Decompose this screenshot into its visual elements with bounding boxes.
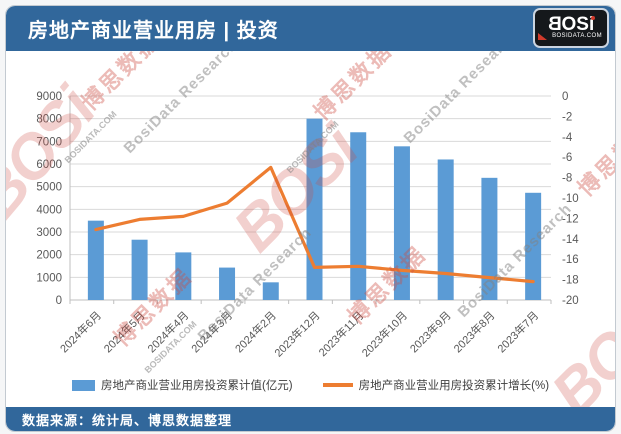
right-axis-label: -18: [562, 275, 579, 287]
logo-domain-text: BOSIDATA.COM: [552, 33, 602, 39]
right-axis-label: -12: [562, 213, 579, 225]
right-axis-label: -20: [562, 295, 579, 307]
right-axis-label: -14: [562, 234, 579, 246]
x-axis-category-label: 2023年10月: [359, 308, 410, 359]
right-axis-label: -8: [562, 173, 572, 185]
left-axis-label: 9000: [36, 91, 62, 103]
right-axis-label: -6: [562, 152, 572, 164]
trend-line: [94, 165, 535, 284]
right-axis-label: -4: [562, 132, 573, 144]
logo-mirrored-b: B: [547, 14, 562, 35]
x-axis-category-label: 2023年9月: [407, 308, 454, 355]
chart-canvas: 0 1000 2000 3000 4000 5000 6000 7000 8000 9000 0 -2…: [36, 91, 579, 360]
header-bar: 房地产商业营业用房 | 投资 BOSi BOSIDATA.COM: [6, 6, 615, 51]
bar: [306, 118, 323, 301]
left-axis-label: 0: [56, 295, 62, 307]
footer-bar: 数据来源：统计局、博思数据整理: [6, 407, 615, 431]
right-axis-label: -16: [562, 254, 579, 266]
page-title: 房地产商业营业用房 | 投资: [28, 20, 279, 42]
x-axis-category-label: 2024年6月: [57, 308, 104, 355]
x-axis-category-label: 2024年2月: [232, 308, 279, 355]
x-axis-category-label: 2023年11月: [316, 308, 367, 359]
left-axis-label: 4000: [36, 204, 62, 216]
x-axis-category-label: 2024年4月: [144, 308, 191, 355]
right-axis-label: 0: [562, 91, 568, 103]
left-axis-label: 1000: [36, 272, 62, 284]
right-axis-label: -2: [562, 111, 572, 123]
left-axis-label: 7000: [36, 136, 62, 148]
x-axis-category-label: 2023年7月: [494, 308, 541, 355]
legend-item-bar-series: 房地产商业营业用房投资累计值(亿元): [71, 377, 293, 393]
chart-legend: 房地产商业营业用房投资累计值(亿元) 房地产商业营业用房投资累计增长(%): [6, 377, 615, 393]
line-series-swatch: [322, 383, 353, 387]
logo-red-triangle-icon: [538, 33, 547, 40]
left-axis-label: 8000: [36, 114, 62, 126]
left-axis-label: 5000: [36, 182, 62, 194]
left-axis-label: 6000: [36, 159, 62, 171]
bar-series-label: 房地产商业营业用房投资累计值(亿元): [100, 380, 293, 392]
logo-red-dot-icon: [591, 16, 596, 20]
bar: [393, 146, 410, 300]
logo-osi: OSi: [561, 14, 595, 35]
bar: [131, 239, 148, 300]
legend-item-line-series: 房地产商业营业用房投资累计增长(%): [322, 377, 550, 393]
bar: [437, 159, 454, 300]
right-axis-label: -10: [562, 193, 579, 205]
data-source-label: 数据来源：统计局、博思数据整理: [22, 412, 233, 428]
bar-series-swatch: [71, 379, 95, 391]
bar: [219, 267, 236, 300]
x-axis-category-label: 2024年5月: [101, 308, 148, 355]
bar: [87, 220, 104, 300]
logo-wordmark: BOSi: [547, 14, 596, 35]
chart-card: 房地产商业营业用房 | 投资 BOSi BOSIDATA.COM 0 1000 20…: [5, 5, 616, 432]
left-axis-label: 3000: [36, 227, 62, 239]
bar: [175, 252, 192, 300]
bosidata-logo: BOSi BOSIDATA.COM: [535, 10, 607, 46]
left-axis-label: 2000: [36, 250, 62, 262]
chart-area: 0 1000 2000 3000 4000 5000 6000 7000 8000 9000 0 -2…: [6, 51, 615, 381]
bar: [350, 132, 367, 300]
bar: [262, 282, 279, 300]
x-axis-category-label: 2023年8月: [450, 308, 497, 355]
line-series-label: 房地产商业营业用房投资累计增长(%): [358, 380, 550, 392]
x-axis-category-label: 2023年12月: [271, 308, 322, 359]
bar: [481, 177, 498, 300]
bar: [525, 192, 542, 300]
x-axis-category-label: 2024年3月: [188, 308, 235, 355]
